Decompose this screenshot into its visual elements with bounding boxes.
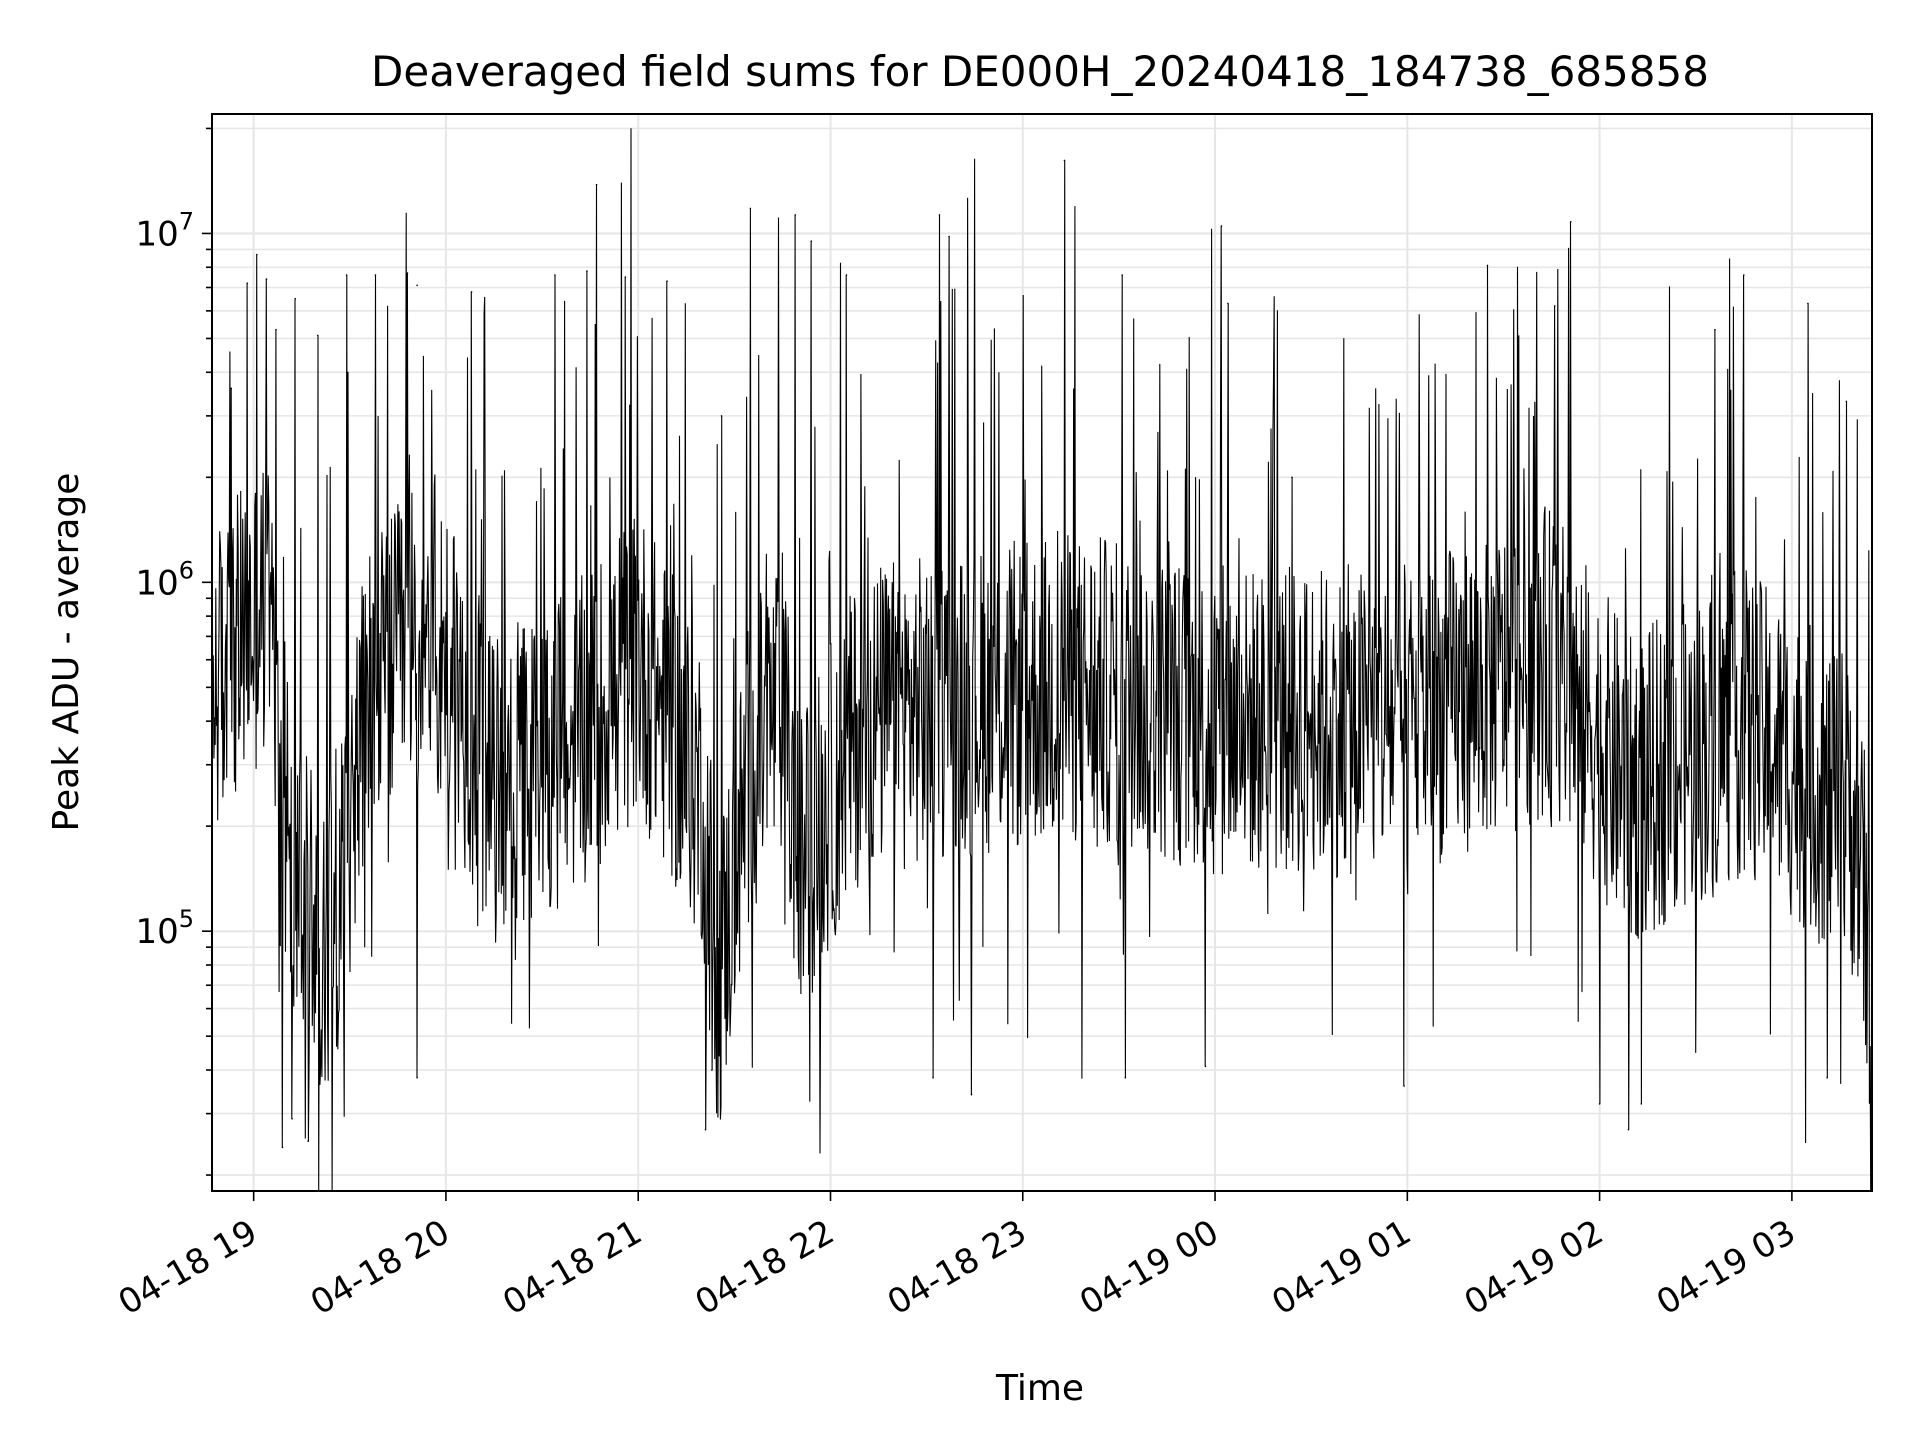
- peak-point: [1714, 328, 1716, 331]
- peak-point: [374, 274, 377, 276]
- peak-point: [554, 274, 556, 276]
- y-tick-label: 107: [135, 207, 194, 254]
- peak-point: [1291, 476, 1293, 479]
- peak-point: [586, 270, 588, 272]
- trough-point: [970, 1093, 973, 1096]
- peak-point: [265, 278, 268, 280]
- series-line: [211, 128, 1873, 1192]
- trough-point: [291, 1117, 293, 1120]
- peak-point: [1121, 274, 1123, 276]
- series-layer: [211, 128, 1873, 1192]
- peak-point: [1227, 302, 1229, 305]
- peak-point: [246, 282, 249, 285]
- y-axis-label: Peak ADU - average: [46, 473, 87, 832]
- peak-point: [666, 280, 668, 282]
- peak-point: [1743, 274, 1745, 276]
- trough-point: [281, 1146, 284, 1149]
- trough-point: [1204, 1065, 1207, 1068]
- peak-point: [483, 312, 486, 315]
- peak-point: [1569, 220, 1572, 223]
- trough-point: [932, 1076, 934, 1079]
- peak-point: [1486, 264, 1489, 267]
- peak-point: [1845, 400, 1848, 403]
- trough-point: [1640, 1103, 1643, 1105]
- peak-point: [595, 183, 598, 186]
- x-axis-label: Time: [995, 1368, 1084, 1409]
- trough-point: [1627, 1128, 1630, 1131]
- peak-point: [720, 415, 723, 417]
- y-ticks: 105 106 107: [135, 127, 212, 1176]
- peak-point: [794, 214, 797, 216]
- y-tick-label: 106: [135, 556, 194, 603]
- peak-point: [845, 274, 848, 276]
- peak-point: [294, 297, 297, 300]
- chart-title: Deaveraged field sums for DE000H_2024041…: [371, 47, 1709, 96]
- trough-point: [704, 1128, 707, 1131]
- peak-point: [749, 207, 752, 210]
- trough-point: [416, 1076, 418, 1079]
- trough-point: [1124, 1076, 1127, 1079]
- peak-point: [948, 235, 950, 238]
- trough-point: [1826, 1076, 1828, 1079]
- peak-point: [1553, 305, 1556, 307]
- peak-point: [1063, 159, 1066, 162]
- peak-point: [345, 274, 348, 276]
- peak-point: [416, 284, 418, 287]
- peak-point: [938, 214, 941, 216]
- trough-point: [307, 1140, 309, 1143]
- peak-point: [230, 387, 233, 390]
- peak-point: [1220, 225, 1223, 227]
- peak-point: [1807, 302, 1809, 305]
- trough-point: [1598, 1103, 1601, 1105]
- peak-point: [406, 272, 409, 274]
- trough-point: [711, 1069, 713, 1071]
- trough-point: [1403, 1085, 1405, 1087]
- peak-point: [316, 334, 319, 337]
- plot-frame: [211, 113, 1873, 1192]
- peak-point: [256, 253, 258, 256]
- peak-point: [275, 328, 277, 331]
- peak-point: [810, 240, 813, 243]
- y-tick-label: 105: [135, 905, 194, 952]
- peak-point: [624, 276, 627, 278]
- peak-point: [470, 291, 473, 293]
